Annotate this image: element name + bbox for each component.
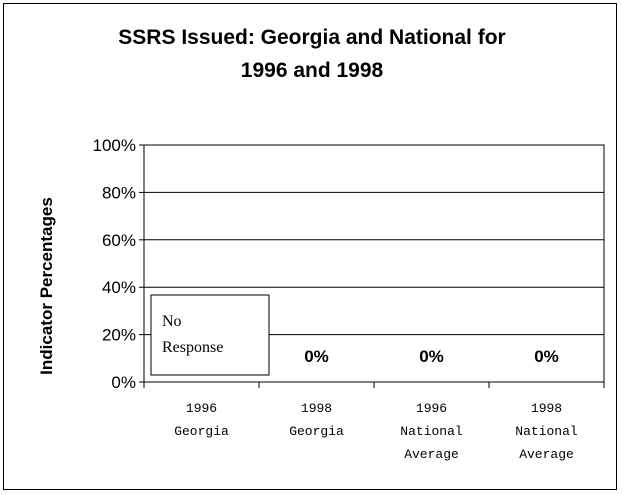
annotation-box — [150, 294, 270, 376]
x-category-labels: 1996 Georgia 1998 Georgia 1996 National Averag… — [174, 401, 578, 462]
x-category-label-line: National — [400, 424, 463, 439]
annotation: No Response — [150, 294, 270, 376]
data-labels: 0% 0% 0% — [304, 347, 559, 366]
x-category-label: 1998 Georgia — [289, 401, 344, 439]
y-tick-label: 0% — [111, 373, 136, 392]
y-tick-labels: 0% 20% 40% 60% 80% 100% — [93, 136, 136, 392]
x-category-label-line: Average — [519, 447, 574, 462]
annotation-line-2: Response — [162, 339, 223, 356]
chart-svg: SSRS Issued: Georgia and National for 19… — [37, 26, 605, 462]
y-tick-label: 100% — [93, 136, 136, 155]
data-label: 0% — [304, 347, 329, 366]
y-tick-label: 60% — [102, 231, 136, 250]
x-category-label-line: 1996 — [416, 401, 447, 416]
data-label: 0% — [534, 347, 559, 366]
x-category-label-line: National — [515, 424, 578, 439]
y-tick-label: 80% — [102, 183, 136, 202]
annotation-line-1: No — [162, 313, 182, 330]
x-category-label-line: 1998 — [301, 401, 332, 416]
x-category-label-line: 1998 — [531, 401, 562, 416]
axes — [139, 144, 605, 388]
x-category-label: 1998 National Average — [515, 401, 578, 462]
x-category-label-line: 1996 — [186, 401, 217, 416]
chart-frame: SSRS Issued: Georgia and National for 19… — [3, 3, 617, 490]
x-category-label-line: Georgia — [289, 424, 344, 439]
x-category-label: 1996 National Average — [400, 401, 463, 462]
data-label: 0% — [419, 347, 444, 366]
x-category-label-line: Average — [404, 447, 459, 462]
y-axis-title: Indicator Percentages — [37, 197, 56, 375]
chart-title-line-2: 1996 and 1998 — [241, 59, 384, 82]
chart-title-line-1: SSRS Issued: Georgia and National for — [118, 26, 505, 49]
y-tick-label: 20% — [102, 326, 136, 345]
x-category-label-line: Georgia — [174, 424, 229, 439]
y-tick-label: 40% — [102, 278, 136, 297]
x-category-label: 1996 Georgia — [174, 401, 229, 439]
